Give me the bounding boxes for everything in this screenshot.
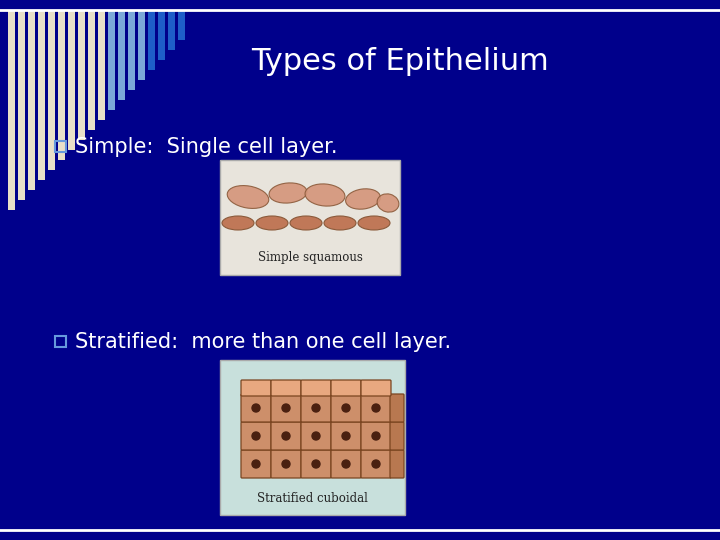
Ellipse shape [256, 216, 288, 230]
Bar [68, 10, 75, 150]
FancyBboxPatch shape [271, 422, 301, 450]
Circle shape [372, 432, 380, 440]
Ellipse shape [228, 186, 269, 208]
FancyBboxPatch shape [361, 394, 391, 422]
FancyBboxPatch shape [301, 394, 331, 422]
FancyBboxPatch shape [361, 450, 391, 478]
FancyBboxPatch shape [301, 450, 331, 478]
Bar [8, 10, 15, 210]
Circle shape [342, 404, 350, 412]
Bar [78, 10, 85, 140]
Ellipse shape [305, 184, 345, 206]
Circle shape [282, 460, 290, 468]
Bar [48, 10, 55, 170]
Bar [178, 10, 185, 40]
Bar [18, 10, 25, 200]
FancyBboxPatch shape [331, 422, 361, 450]
FancyBboxPatch shape [361, 422, 391, 450]
Text: Simple:  Single cell layer.: Simple: Single cell layer. [75, 137, 338, 157]
Circle shape [372, 460, 380, 468]
FancyBboxPatch shape [331, 450, 361, 478]
Bar [98, 10, 105, 120]
Bar [118, 10, 125, 100]
Text: Stratified cuboidal: Stratified cuboidal [257, 492, 368, 505]
Ellipse shape [290, 216, 322, 230]
Ellipse shape [269, 183, 307, 203]
FancyBboxPatch shape [331, 380, 361, 396]
FancyBboxPatch shape [271, 380, 301, 396]
FancyBboxPatch shape [301, 422, 331, 450]
FancyBboxPatch shape [271, 450, 301, 478]
Circle shape [312, 404, 320, 412]
Text: Simple squamous: Simple squamous [258, 251, 362, 264]
FancyBboxPatch shape [390, 450, 404, 478]
Bar [55, 336, 66, 347]
FancyBboxPatch shape [271, 394, 301, 422]
Text: Types of Epithelium: Types of Epithelium [251, 48, 549, 77]
Text: Stratified:  more than one cell layer.: Stratified: more than one cell layer. [75, 332, 451, 352]
FancyBboxPatch shape [301, 380, 331, 396]
Circle shape [372, 404, 380, 412]
Ellipse shape [222, 216, 254, 230]
FancyBboxPatch shape [361, 380, 391, 396]
Circle shape [342, 432, 350, 440]
FancyBboxPatch shape [241, 394, 271, 422]
FancyBboxPatch shape [390, 422, 404, 450]
FancyBboxPatch shape [241, 450, 271, 478]
Circle shape [252, 404, 260, 412]
Bar [158, 10, 165, 60]
Bar [38, 10, 45, 180]
Bar [28, 10, 35, 190]
Bar [58, 10, 65, 160]
Circle shape [312, 432, 320, 440]
Circle shape [282, 404, 290, 412]
Circle shape [312, 460, 320, 468]
Bar [168, 10, 175, 50]
Circle shape [252, 460, 260, 468]
FancyBboxPatch shape [241, 380, 271, 396]
Bar [55, 141, 66, 152]
Ellipse shape [377, 194, 399, 212]
FancyBboxPatch shape [390, 394, 404, 422]
Circle shape [342, 460, 350, 468]
Bar [220, 160, 400, 275]
Bar [108, 10, 115, 110]
FancyBboxPatch shape [331, 394, 361, 422]
Bar [138, 10, 145, 80]
Circle shape [282, 432, 290, 440]
Bar [88, 10, 95, 130]
Bar [128, 10, 135, 90]
Ellipse shape [324, 216, 356, 230]
Circle shape [252, 432, 260, 440]
Bar [148, 10, 155, 70]
Ellipse shape [346, 189, 380, 209]
Bar [220, 360, 405, 515]
FancyBboxPatch shape [241, 422, 271, 450]
Ellipse shape [358, 216, 390, 230]
